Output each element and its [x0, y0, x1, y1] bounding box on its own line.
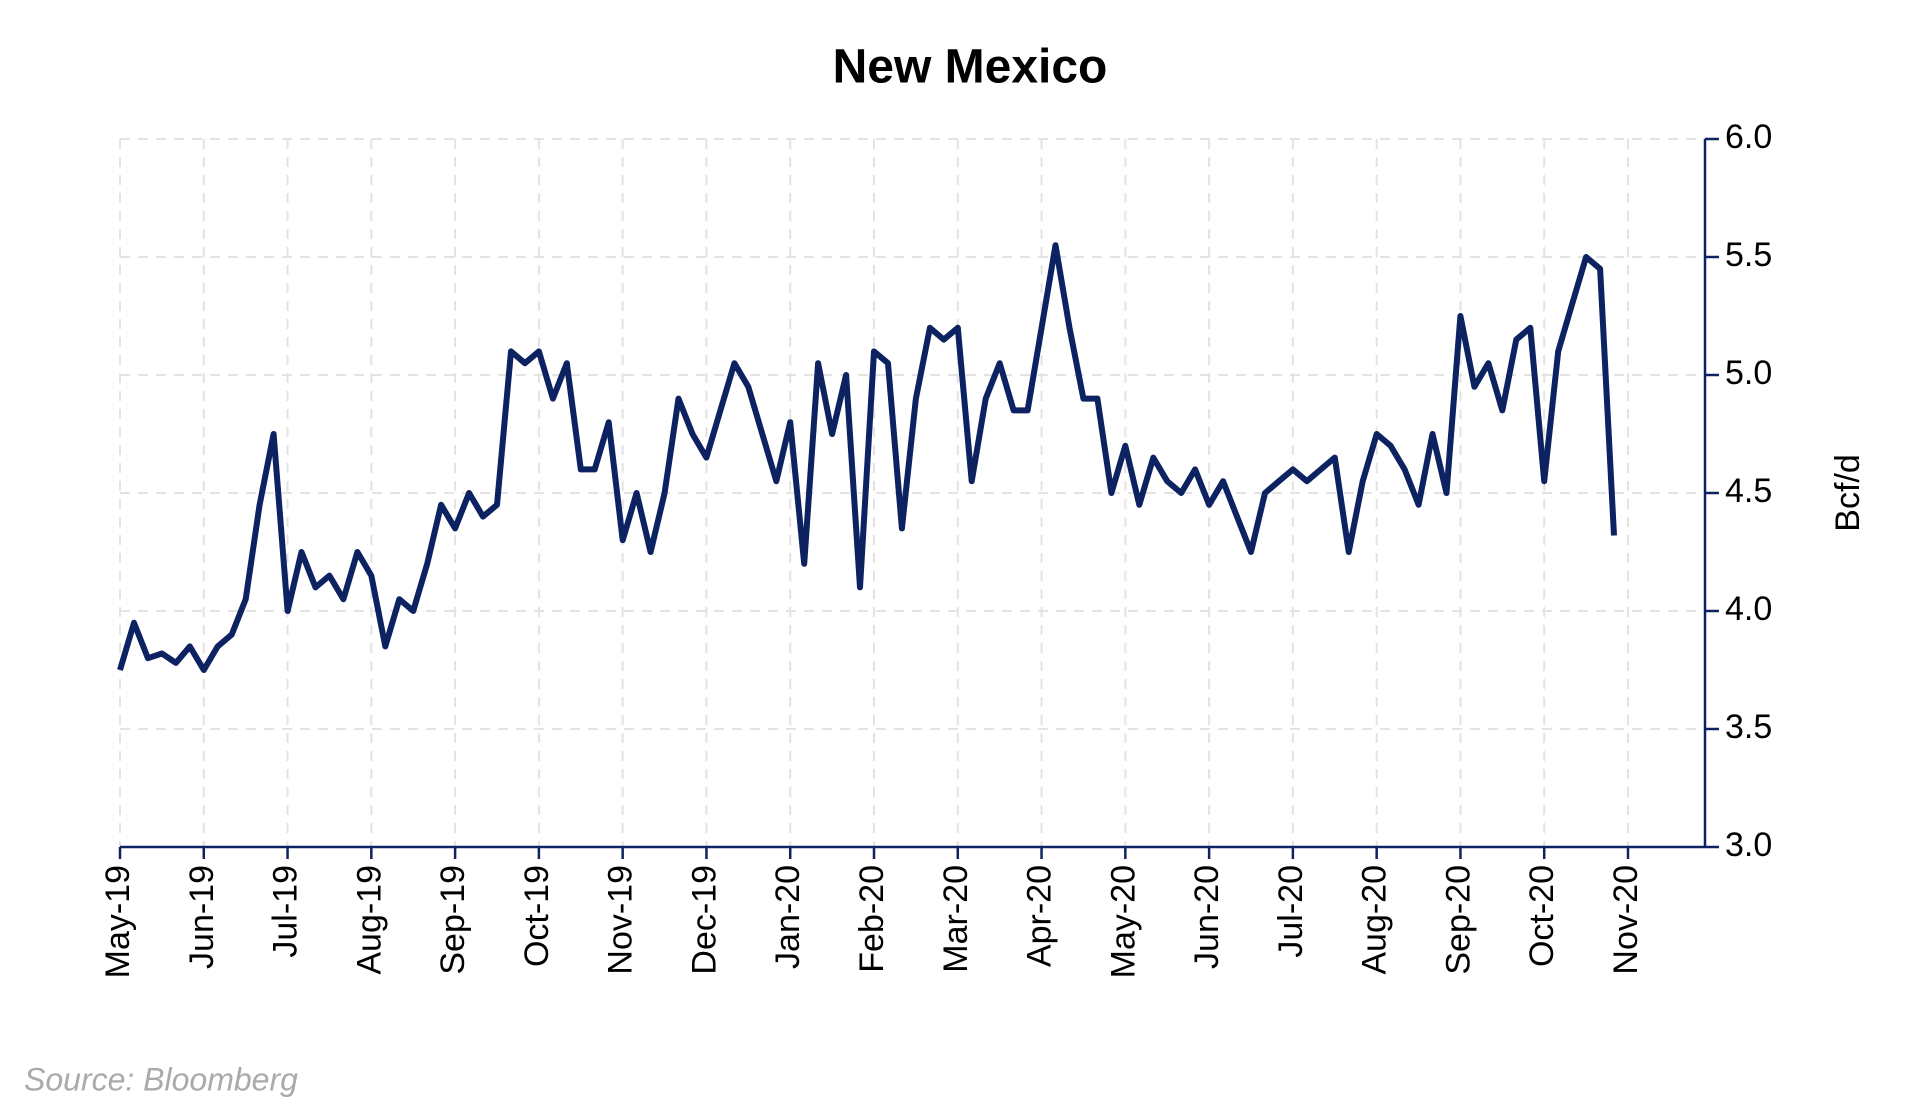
y-tick-label: 6.0	[1725, 118, 1772, 156]
data-line	[117, 242, 1617, 673]
x-tick-label: Oct-19	[518, 865, 556, 967]
x-tick-label: Jul-20	[1272, 865, 1310, 958]
x-tick-label: Feb-20	[853, 865, 891, 973]
x-tick-label: Nov-19	[602, 865, 640, 975]
x-tick-label: May-20	[1104, 865, 1142, 978]
y-tick-label: 4.0	[1725, 590, 1772, 628]
x-tick-label: Dec-19	[685, 865, 723, 975]
x-tick-label: Sep-20	[1439, 865, 1477, 975]
y-tick-label: 4.5	[1725, 472, 1772, 510]
x-tick-label: Oct-20	[1523, 865, 1561, 967]
y-tick-label: 5.5	[1725, 236, 1772, 274]
y-tick-label: 5.0	[1725, 354, 1772, 392]
y-axis-label: Bcf/d	[1829, 454, 1867, 531]
x-tick-label: Jan-20	[769, 865, 807, 969]
source: Source: Bloomberg	[24, 1061, 298, 1097]
x-tick-label: Aug-19	[350, 865, 388, 975]
x-tick-label: Sep-19	[434, 865, 472, 975]
x-tick-label: Aug-20	[1356, 865, 1394, 975]
x-tick-label: May-19	[99, 865, 137, 978]
x-tick-label: Nov-20	[1607, 865, 1645, 975]
chart-title: New Mexico	[833, 41, 1108, 94]
x-tick-label: Jul-19	[267, 865, 305, 958]
x-tick-label: Mar-20	[937, 865, 975, 973]
x-tick-label: Apr-20	[1021, 865, 1059, 967]
y-tick-label: 3.0	[1725, 826, 1772, 864]
x-tick-label: Jun-20	[1188, 865, 1226, 969]
x-tick-label: Jun-19	[183, 865, 221, 969]
y-tick-label: 3.5	[1725, 708, 1772, 746]
